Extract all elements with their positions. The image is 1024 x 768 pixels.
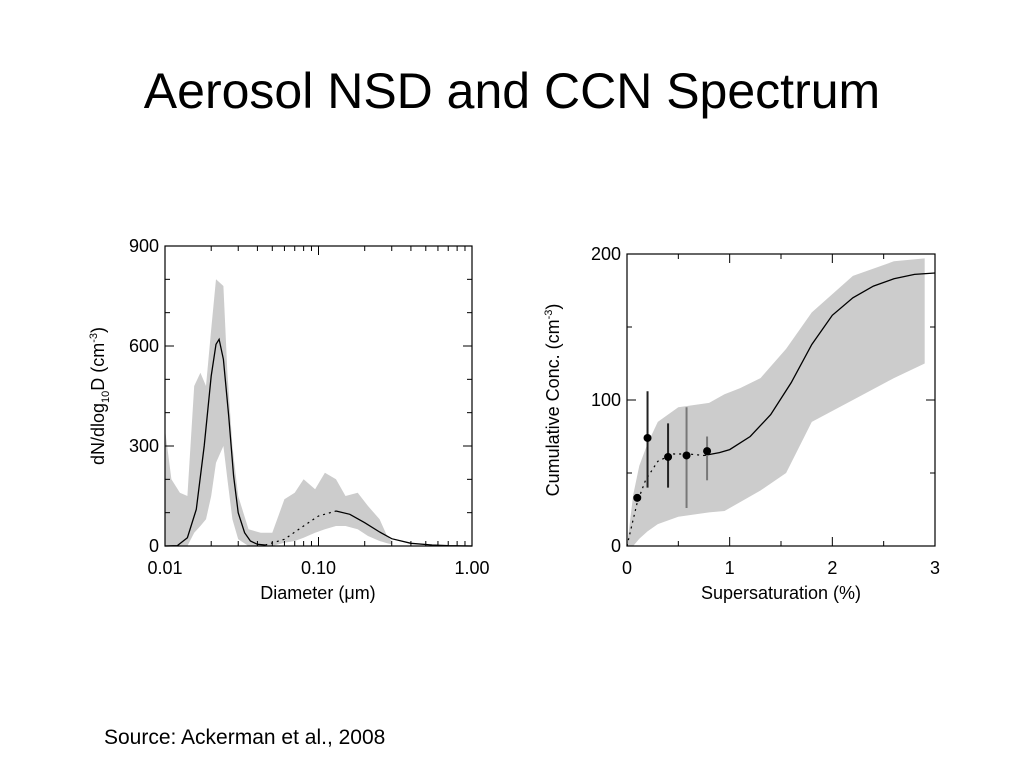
ccn-data-point [682, 451, 691, 460]
nsd-ticks [165, 245, 472, 547]
nsd-x-tick-label: 0.10 [301, 558, 336, 578]
ccn-x-axis-label: Supersaturation (%) [701, 583, 861, 603]
ccn-data-point [643, 433, 652, 442]
ccn-y-tick-label: 200 [591, 244, 621, 264]
ccn-data-point [633, 493, 642, 502]
nsd-tick-labels: 0.01 0.10 1.00 0 300 600 900 [129, 236, 490, 578]
ccn-y-axis-label: Cumulative Conc. (cm-3) [543, 304, 563, 497]
ccn-y-tick-label: 0 [611, 536, 621, 556]
ccn-tick-labels: 0 1 2 3 0 100 200 [591, 244, 940, 578]
nsd-x-tick-label: 0.01 [147, 558, 182, 578]
ccn-ticks [626, 253, 936, 547]
nsd-y-tick-label: 300 [129, 436, 159, 456]
nsd-y-tick-label: 0 [149, 536, 159, 556]
nsd-uncertainty-band [165, 279, 392, 546]
ccn-x-tick-label: 0 [622, 558, 632, 578]
nsd-y-axis-label: dN/dlog10D (cm-3) [88, 327, 112, 465]
ccn-x-tick-label: 2 [827, 558, 837, 578]
ccn-fit-curve [703, 272, 936, 457]
nsd-y-tick-label: 900 [129, 236, 159, 256]
nsd-band-area [165, 279, 392, 546]
nsd-dotted-curve [265, 510, 337, 546]
ccn-band-area [627, 258, 925, 546]
ccn-data-point [664, 452, 673, 461]
nsd-x-tick-label: 1.00 [454, 558, 489, 578]
source-citation: Source: Ackerman et al., 2008 [104, 726, 386, 749]
ccn-x-tick-label: 1 [725, 558, 735, 578]
ccn-x-tick-label: 3 [930, 558, 940, 578]
ccn-y-tick-label: 100 [591, 390, 621, 410]
nsd-mode-curve [164, 337, 266, 547]
ccn-data-point [703, 447, 712, 456]
ccn-uncertainty-band [627, 258, 925, 546]
slide-title: Aerosol NSD and CCN Spectrum [143, 63, 881, 119]
nsd-x-axis-label: Diameter (μm) [260, 583, 375, 603]
ccn-data-points [633, 391, 712, 509]
nsd-y-tick-label: 600 [129, 336, 159, 356]
